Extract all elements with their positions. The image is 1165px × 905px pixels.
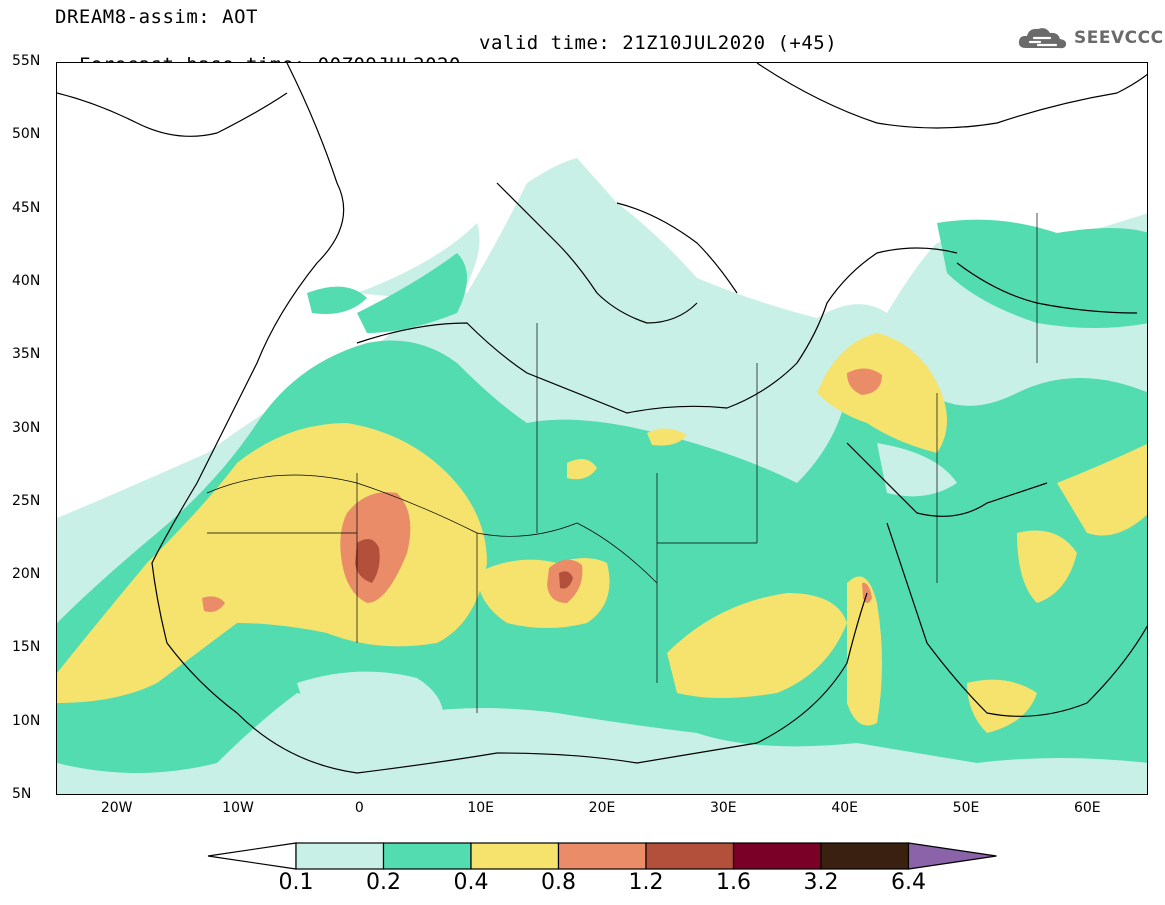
colorbar-label: 1.6 xyxy=(716,870,751,895)
colorbar-segment xyxy=(732,842,822,870)
lat-label: 25N xyxy=(12,492,41,509)
lon-label: 60E xyxy=(1073,800,1101,816)
lon-label: 30E xyxy=(709,800,737,816)
colorbar-segment xyxy=(470,842,560,870)
lat-label: 40N xyxy=(12,272,41,289)
colorbar-arrow-high xyxy=(907,842,997,870)
colorbar-segment xyxy=(645,842,735,870)
lat-label: 35N xyxy=(12,346,41,363)
colorbar-label: 3.2 xyxy=(803,870,839,895)
lat-label: 30N xyxy=(12,419,41,436)
lon-label: 20E xyxy=(588,800,616,816)
logo-text: SEEVCCC xyxy=(1074,28,1164,48)
map-canvas xyxy=(57,63,1147,794)
colorbar-segment xyxy=(557,842,647,870)
aot-contour-1-2 xyxy=(355,539,573,589)
lat-label: 55N xyxy=(12,53,41,69)
colorbar-label: 0.2 xyxy=(366,870,401,895)
lon-label: 40E xyxy=(831,800,858,816)
colorbar-segment xyxy=(820,842,910,870)
lon-label: 20W xyxy=(100,800,133,816)
colorbar-arrow-low xyxy=(207,842,297,870)
colorbar-segment xyxy=(295,842,385,870)
lat-label: 45N xyxy=(12,199,41,216)
lon-label: 10W xyxy=(222,800,254,816)
aot-map xyxy=(56,62,1148,795)
lat-label: 5N xyxy=(12,786,32,802)
lat-label: 20N xyxy=(12,566,41,583)
seevccc-logo: SEEVCCC xyxy=(1016,24,1164,52)
colorbar-label: 0.8 xyxy=(541,870,576,895)
cloud-icon xyxy=(1018,28,1067,49)
map-title: DREAM8-assim: AOT xyxy=(55,6,258,28)
colorbar-label: 1.2 xyxy=(628,870,664,895)
country-borders xyxy=(206,213,1038,713)
colorbar-label: 0.4 xyxy=(453,870,489,895)
valid-time: valid time: 21Z10JUL2020 (+45) xyxy=(479,32,838,54)
lon-label: 10E xyxy=(467,800,494,816)
lon-label: 0 xyxy=(354,800,364,816)
colorbar-label: 0.1 xyxy=(278,870,314,895)
lat-label: 10N xyxy=(12,712,41,729)
lon-label: 50E xyxy=(952,800,980,816)
lat-label: 15N xyxy=(12,639,41,656)
colorbar-segment xyxy=(382,842,472,870)
lat-label: 50N xyxy=(12,126,41,143)
colorbar-label: 6.4 xyxy=(891,870,926,895)
